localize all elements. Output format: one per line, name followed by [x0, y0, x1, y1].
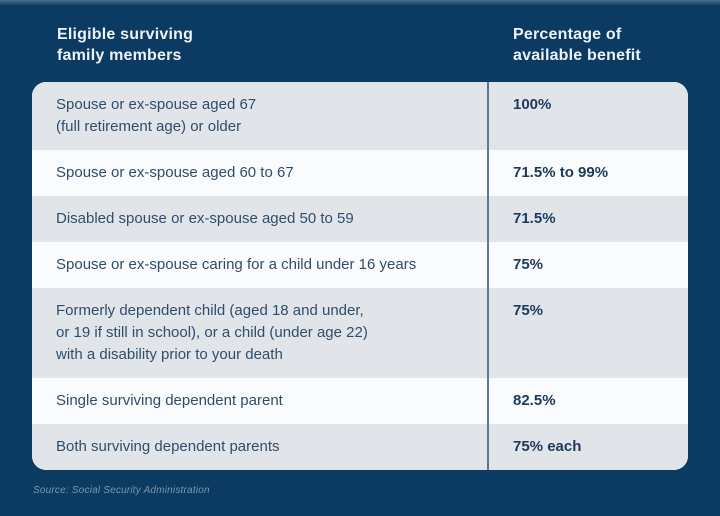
table-row: Formerly dependent child (aged 18 and un… [32, 288, 688, 378]
row-label: Spouse or ex-spouse aged 60 to 67 [56, 164, 294, 181]
row-value: 75% each [487, 424, 688, 470]
table-header: Eligible surviving family members Percen… [32, 24, 688, 66]
row-label: Spouse or ex-spouse caring for a child u… [56, 256, 417, 273]
row-label: Formerly dependent child (aged 18 and un… [56, 302, 368, 363]
benefits-table: Spouse or ex-spouse aged 67 (full retire… [32, 82, 688, 470]
table-row: Spouse or ex-spouse aged 67 (full retire… [32, 82, 688, 150]
header-eligible-members: Eligible surviving family members [57, 26, 194, 64]
source-note: Source: Social Security Administration [33, 485, 210, 496]
table-row: Disabled spouse or ex-spouse aged 50 to … [32, 196, 688, 242]
row-label: Disabled spouse or ex-spouse aged 50 to … [56, 210, 354, 227]
table-row: Single surviving dependent parent 82.5% [32, 378, 688, 424]
row-value: 71.5% to 99% [487, 150, 688, 196]
table-row: Both surviving dependent parents 75% eac… [32, 424, 688, 470]
table-row: Spouse or ex-spouse caring for a child u… [32, 242, 688, 288]
row-label: Both surviving dependent parents [56, 438, 280, 455]
row-value: 75% [487, 288, 688, 378]
row-label: Single surviving dependent parent [56, 392, 283, 409]
row-value: 75% [487, 242, 688, 288]
row-value: 82.5% [487, 378, 688, 424]
table-row: Spouse or ex-spouse aged 60 to 67 71.5% … [32, 150, 688, 196]
header-percentage-benefit: Percentage of available benefit [513, 26, 641, 64]
row-label: Spouse or ex-spouse aged 67 (full retire… [56, 96, 257, 135]
row-value: 71.5% [487, 196, 688, 242]
row-value: 100% [487, 82, 688, 150]
